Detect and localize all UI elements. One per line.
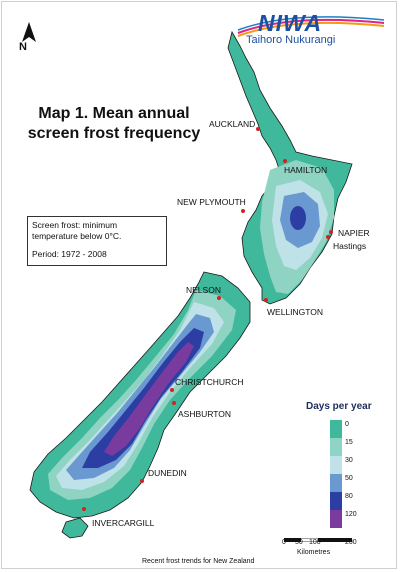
map-title: Map 1. Mean annual screen frost frequenc… <box>24 104 204 144</box>
city-marker-invercargill <box>82 507 86 511</box>
info-box: Screen frost: minimum temperature below … <box>27 216 167 266</box>
city-label-wellington: WELLINGTON <box>267 307 324 317</box>
city-label-dunedin: DUNEDIN <box>148 468 187 478</box>
city-label-auckland: AUCKLAND <box>209 119 256 129</box>
legend-swatch <box>330 492 342 510</box>
info-period: Period: 1972 - 2008 <box>32 249 107 259</box>
legend-swatch <box>330 420 342 438</box>
stewart-island <box>61 517 89 539</box>
city-label-new-plymouth: NEW PLYMOUTH <box>177 197 246 207</box>
legend-tick-label: 0 <box>345 421 349 428</box>
city-marker-wellington <box>264 298 268 302</box>
city-label-hastings: Hastings <box>333 241 367 251</box>
legend-tick-label: 15 <box>345 439 353 446</box>
scale-tick-0: 0 <box>282 539 286 546</box>
north-label: N <box>19 41 27 53</box>
city-marker-hamilton <box>283 159 287 163</box>
footer-caption: Recent frost trends for New Zealand <box>142 558 255 565</box>
info-definition: Screen frost: minimum temperature below … <box>32 220 122 241</box>
legend-swatch <box>330 438 342 456</box>
logo-swoosh-icon <box>237 16 385 37</box>
north-arrow-icon <box>22 22 36 42</box>
city-label-nelson: NELSON <box>186 285 221 295</box>
city-label-ashburton: ASHBURTON <box>178 409 232 419</box>
city-marker-hastings <box>326 235 330 239</box>
city-label-invercargill: INVERCARGILL <box>92 518 155 528</box>
city-marker-napier <box>329 230 333 234</box>
scale-tick-50: 50 <box>295 539 303 546</box>
south-island-zone-120 <box>104 342 194 456</box>
north-island-zone-80 <box>290 206 306 230</box>
city-marker-ashburton <box>172 401 176 405</box>
map-title-line1: Map 1. Mean annual <box>38 105 190 122</box>
legend-swatch <box>330 474 342 492</box>
scale-tick-200: 200 <box>345 539 357 546</box>
city-label-napier: NAPIER <box>338 228 370 238</box>
legend-tick-label: 80 <box>345 493 353 500</box>
legend-tick-label: 120 <box>345 511 357 518</box>
city-marker-christchurch <box>170 388 174 392</box>
scale-unit: Kilometres <box>297 549 331 556</box>
legend-tick-label: 30 <box>345 457 353 464</box>
city-marker-new-plymouth <box>241 209 245 213</box>
legend-colorbar <box>330 420 342 528</box>
city-marker-auckland <box>256 127 260 131</box>
city-marker-dunedin <box>140 479 144 483</box>
legend-swatch <box>330 456 342 474</box>
legend-title: Days per year <box>306 401 372 412</box>
city-label-hamilton: HAMILTON <box>284 165 328 175</box>
city-label-christchurch: CHRISTCHURCH <box>175 377 244 387</box>
logo-subtitle: Taihoro Nukurangi <box>246 34 336 46</box>
map-title-line2: screen frost frequency <box>27 125 201 142</box>
niwa-logo: NIWA Taihoro Nukurangi <box>237 10 385 50</box>
north-island <box>227 30 353 305</box>
south-island <box>29 271 251 519</box>
city-markers <box>82 127 333 511</box>
legend-tick-label: 50 <box>345 475 353 482</box>
scale-tick-100: 100 <box>309 539 321 546</box>
scale-bar <box>284 538 352 542</box>
legend-swatch <box>330 510 342 528</box>
logo-brand: NIWA <box>258 10 323 36</box>
city-marker-nelson <box>217 296 221 300</box>
